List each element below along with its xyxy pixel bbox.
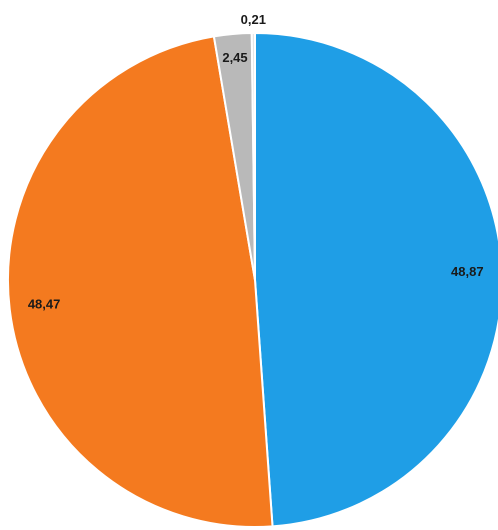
pie-slice-4	[250, 31, 256, 281]
pie-data-label-4: 0,21	[241, 12, 266, 27]
pie-slice-1	[254, 31, 498, 528]
pie-data-labels: 48,87 48,47 2,45 0,21	[28, 12, 484, 312]
pie-data-label-3: 2,45	[222, 50, 247, 65]
pie-data-label-2: 48,47	[28, 297, 61, 312]
pie-data-label-1: 48,87	[451, 264, 484, 279]
pie-slice-2	[6, 35, 274, 528]
pie-slices	[6, 31, 498, 528]
